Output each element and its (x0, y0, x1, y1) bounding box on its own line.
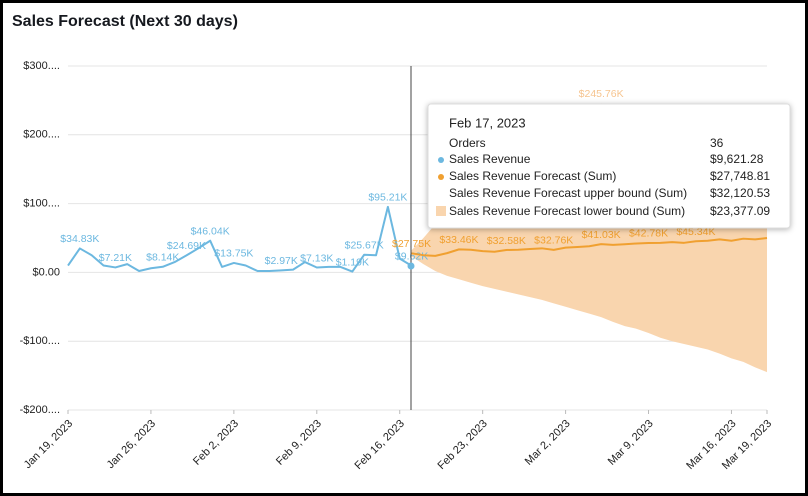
tooltip-label: Sales Revenue (449, 152, 531, 166)
y-tick-label: -$100.... (20, 335, 60, 347)
tooltip-box (427, 103, 791, 229)
value-label: $1.19K (336, 256, 369, 268)
tooltip-value: $23,377.09 (710, 204, 770, 218)
value-label: $33.46K (439, 234, 478, 246)
tooltip-value: $9,621.28 (710, 152, 764, 166)
x-tick-label: Feb 23, 2023 (436, 418, 490, 472)
value-label: $9.62K (395, 251, 428, 263)
x-tick-label: Feb 16, 2023 (353, 418, 407, 472)
x-tick-label: Mar 2, 2023 (523, 418, 573, 468)
tooltip-label: Sales Revenue Forecast lower bound (Sum) (449, 204, 685, 218)
value-label: $32.76K (534, 235, 573, 247)
value-label: $245.76K (579, 88, 624, 100)
tooltip-value: $32,120.53 (710, 186, 770, 200)
value-label: $95.21K (368, 192, 407, 204)
x-tick-label: Feb 2, 2023 (191, 418, 241, 468)
value-label: $34.83K (60, 233, 99, 245)
series-line (67, 205, 413, 273)
value-label: $2.97K (265, 255, 298, 267)
value-label: $24.69K (167, 240, 206, 252)
tooltip-value: $27,748.81 (710, 169, 770, 183)
value-label: $42.78K (629, 228, 668, 240)
tooltip-marker (438, 174, 444, 180)
value-label: $25.67K (345, 240, 384, 252)
chart-title: Sales Forecast (Next 30 days) (12, 13, 238, 30)
tooltip-marker (436, 206, 446, 216)
tooltip-label: Sales Revenue Forecast (Sum) (449, 169, 616, 183)
x-tick-label: Mar 9, 2023 (606, 418, 656, 468)
tooltip-label: Orders (449, 136, 486, 150)
tooltip-label: Sales Revenue Forecast upper bound (Sum) (449, 186, 687, 200)
x-tick-label: Feb 9, 2023 (274, 418, 324, 468)
y-tick-label: $0.00 (32, 266, 60, 278)
value-label: $45.34K (676, 226, 715, 238)
y-tick-label: -$200.... (20, 404, 60, 416)
value-label: $7.21K (99, 252, 132, 264)
value-label: $46.04K (191, 226, 230, 238)
tooltip-value: 36 (710, 136, 724, 150)
value-label: $27.75K (392, 238, 431, 250)
tooltip: Feb 17, 2023 Orders 36 Sales Revenue $9,… (427, 103, 791, 229)
y-tick-label: $200.... (23, 129, 60, 141)
tooltip-marker (438, 157, 444, 163)
tooltip-date: Feb 17, 2023 (449, 115, 526, 130)
hover-point (407, 262, 415, 270)
value-label: $13.75K (214, 248, 253, 260)
y-tick-label: $100.... (23, 198, 60, 210)
series-line (411, 237, 768, 257)
y-tick-label: $300.... (23, 60, 60, 72)
value-label: $41.03K (582, 229, 621, 241)
value-label: $32.58K (487, 235, 526, 247)
x-tick-label: Jan 19, 2023 (22, 418, 75, 471)
x-tick-label: Jan 26, 2023 (105, 418, 158, 471)
value-label: $8.14K (146, 252, 179, 264)
value-label: $7.13K (300, 252, 333, 264)
